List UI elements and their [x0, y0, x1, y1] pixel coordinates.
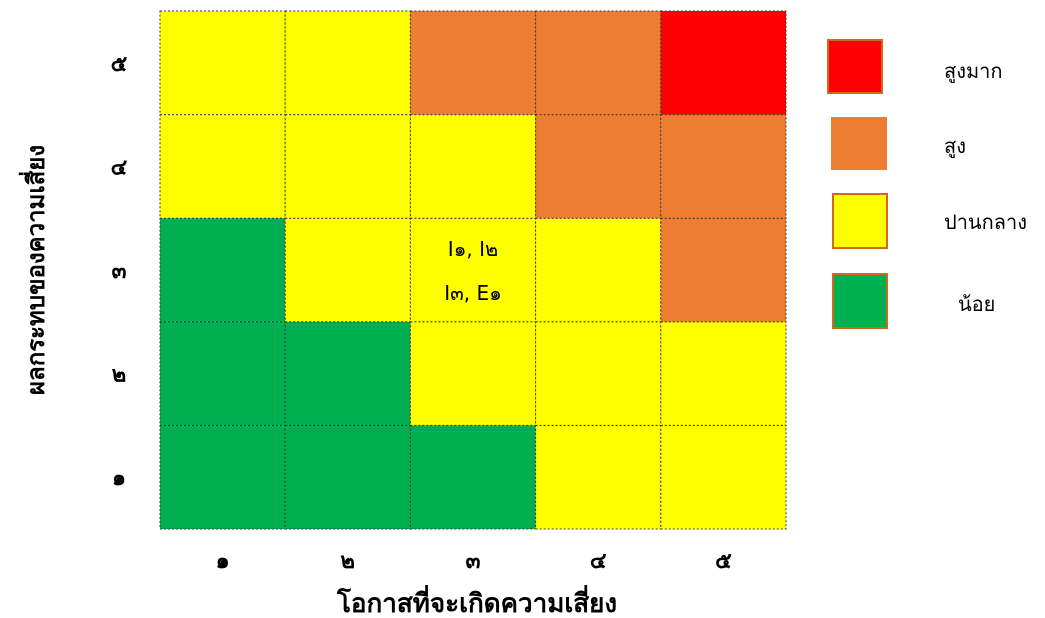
legend-swatch-medium — [832, 193, 888, 249]
y-tick-label-3: ๓ — [111, 259, 126, 284]
cell-likelihood-1-impact-1 — [159, 424, 286, 530]
cell-likelihood-3-impact-1 — [409, 424, 537, 530]
x-tick-label-4: ๔ — [590, 549, 607, 574]
cell-likelihood-2-impact-3 — [284, 217, 411, 323]
cell-likelihood-5-impact-2 — [660, 321, 787, 426]
x-tick-label-1: ๑ — [216, 549, 230, 574]
cell-likelihood-3-impact-3 — [409, 217, 537, 323]
y-tick-label-4: ๔ — [111, 155, 128, 180]
axis-ticks: ๑๒๓๔๕๑๒๓๔๕ — [111, 52, 732, 574]
y-tick-label-1: ๑ — [112, 466, 126, 491]
x-tick-label-5: ๕ — [715, 549, 732, 574]
cell-likelihood-5-impact-3 — [660, 217, 787, 323]
cell-likelihood-1-impact-4 — [159, 114, 286, 219]
cell-likelihood-5-impact-4 — [660, 114, 787, 219]
cell-likelihood-1-impact-2 — [159, 321, 286, 426]
cell-likelihood-4-impact-4 — [535, 114, 662, 219]
y-tick-label-2: ๒ — [112, 363, 127, 388]
cell-likelihood-1-impact-5 — [159, 10, 286, 116]
cell-annotation-0-line-0: I๑, I๒ — [448, 237, 498, 261]
y-axis-label: ผลกระทบของความเสี่ยง — [18, 145, 50, 395]
legend-swatch-very-high — [827, 39, 883, 94]
cell-likelihood-4-impact-2 — [535, 321, 662, 426]
cell-likelihood-2-impact-2 — [284, 321, 411, 426]
x-axis-label: โอกาสที่จะเกิดความเสี่ยง — [336, 584, 617, 618]
legend-label-high: สูง — [944, 134, 966, 158]
cell-likelihood-5-impact-5 — [660, 10, 787, 116]
cell-likelihood-3-impact-2 — [409, 321, 537, 426]
matrix-annotations: I๑, I๒ I๓, E๑ — [444, 237, 502, 305]
cell-likelihood-4-impact-1 — [535, 424, 662, 530]
legend-label-very-high: สูงมาก — [944, 59, 1003, 83]
cell-likelihood-2-impact-5 — [284, 10, 411, 116]
cell-annotation-0-line-1: I๓, E๑ — [444, 281, 502, 305]
legend-label-medium: ปานกลาง — [944, 210, 1027, 234]
cell-likelihood-5-impact-1 — [660, 424, 787, 530]
cell-likelihood-4-impact-3 — [535, 217, 662, 323]
y-tick-label-5: ๕ — [111, 52, 128, 77]
x-tick-label-3: ๓ — [465, 549, 480, 574]
cell-likelihood-1-impact-3 — [159, 217, 286, 323]
cell-likelihood-3-impact-4 — [409, 114, 537, 219]
cell-likelihood-2-impact-4 — [284, 114, 411, 219]
matrix-cells — [159, 10, 787, 530]
cell-likelihood-2-impact-1 — [284, 424, 411, 530]
cell-likelihood-3-impact-5 — [409, 10, 537, 116]
cell-likelihood-4-impact-5 — [535, 10, 662, 116]
x-tick-label-2: ๒ — [341, 549, 356, 574]
legend-label-low: น้อย — [958, 292, 996, 316]
legend-swatch-low — [832, 273, 888, 329]
legend-swatch-high — [831, 117, 887, 170]
